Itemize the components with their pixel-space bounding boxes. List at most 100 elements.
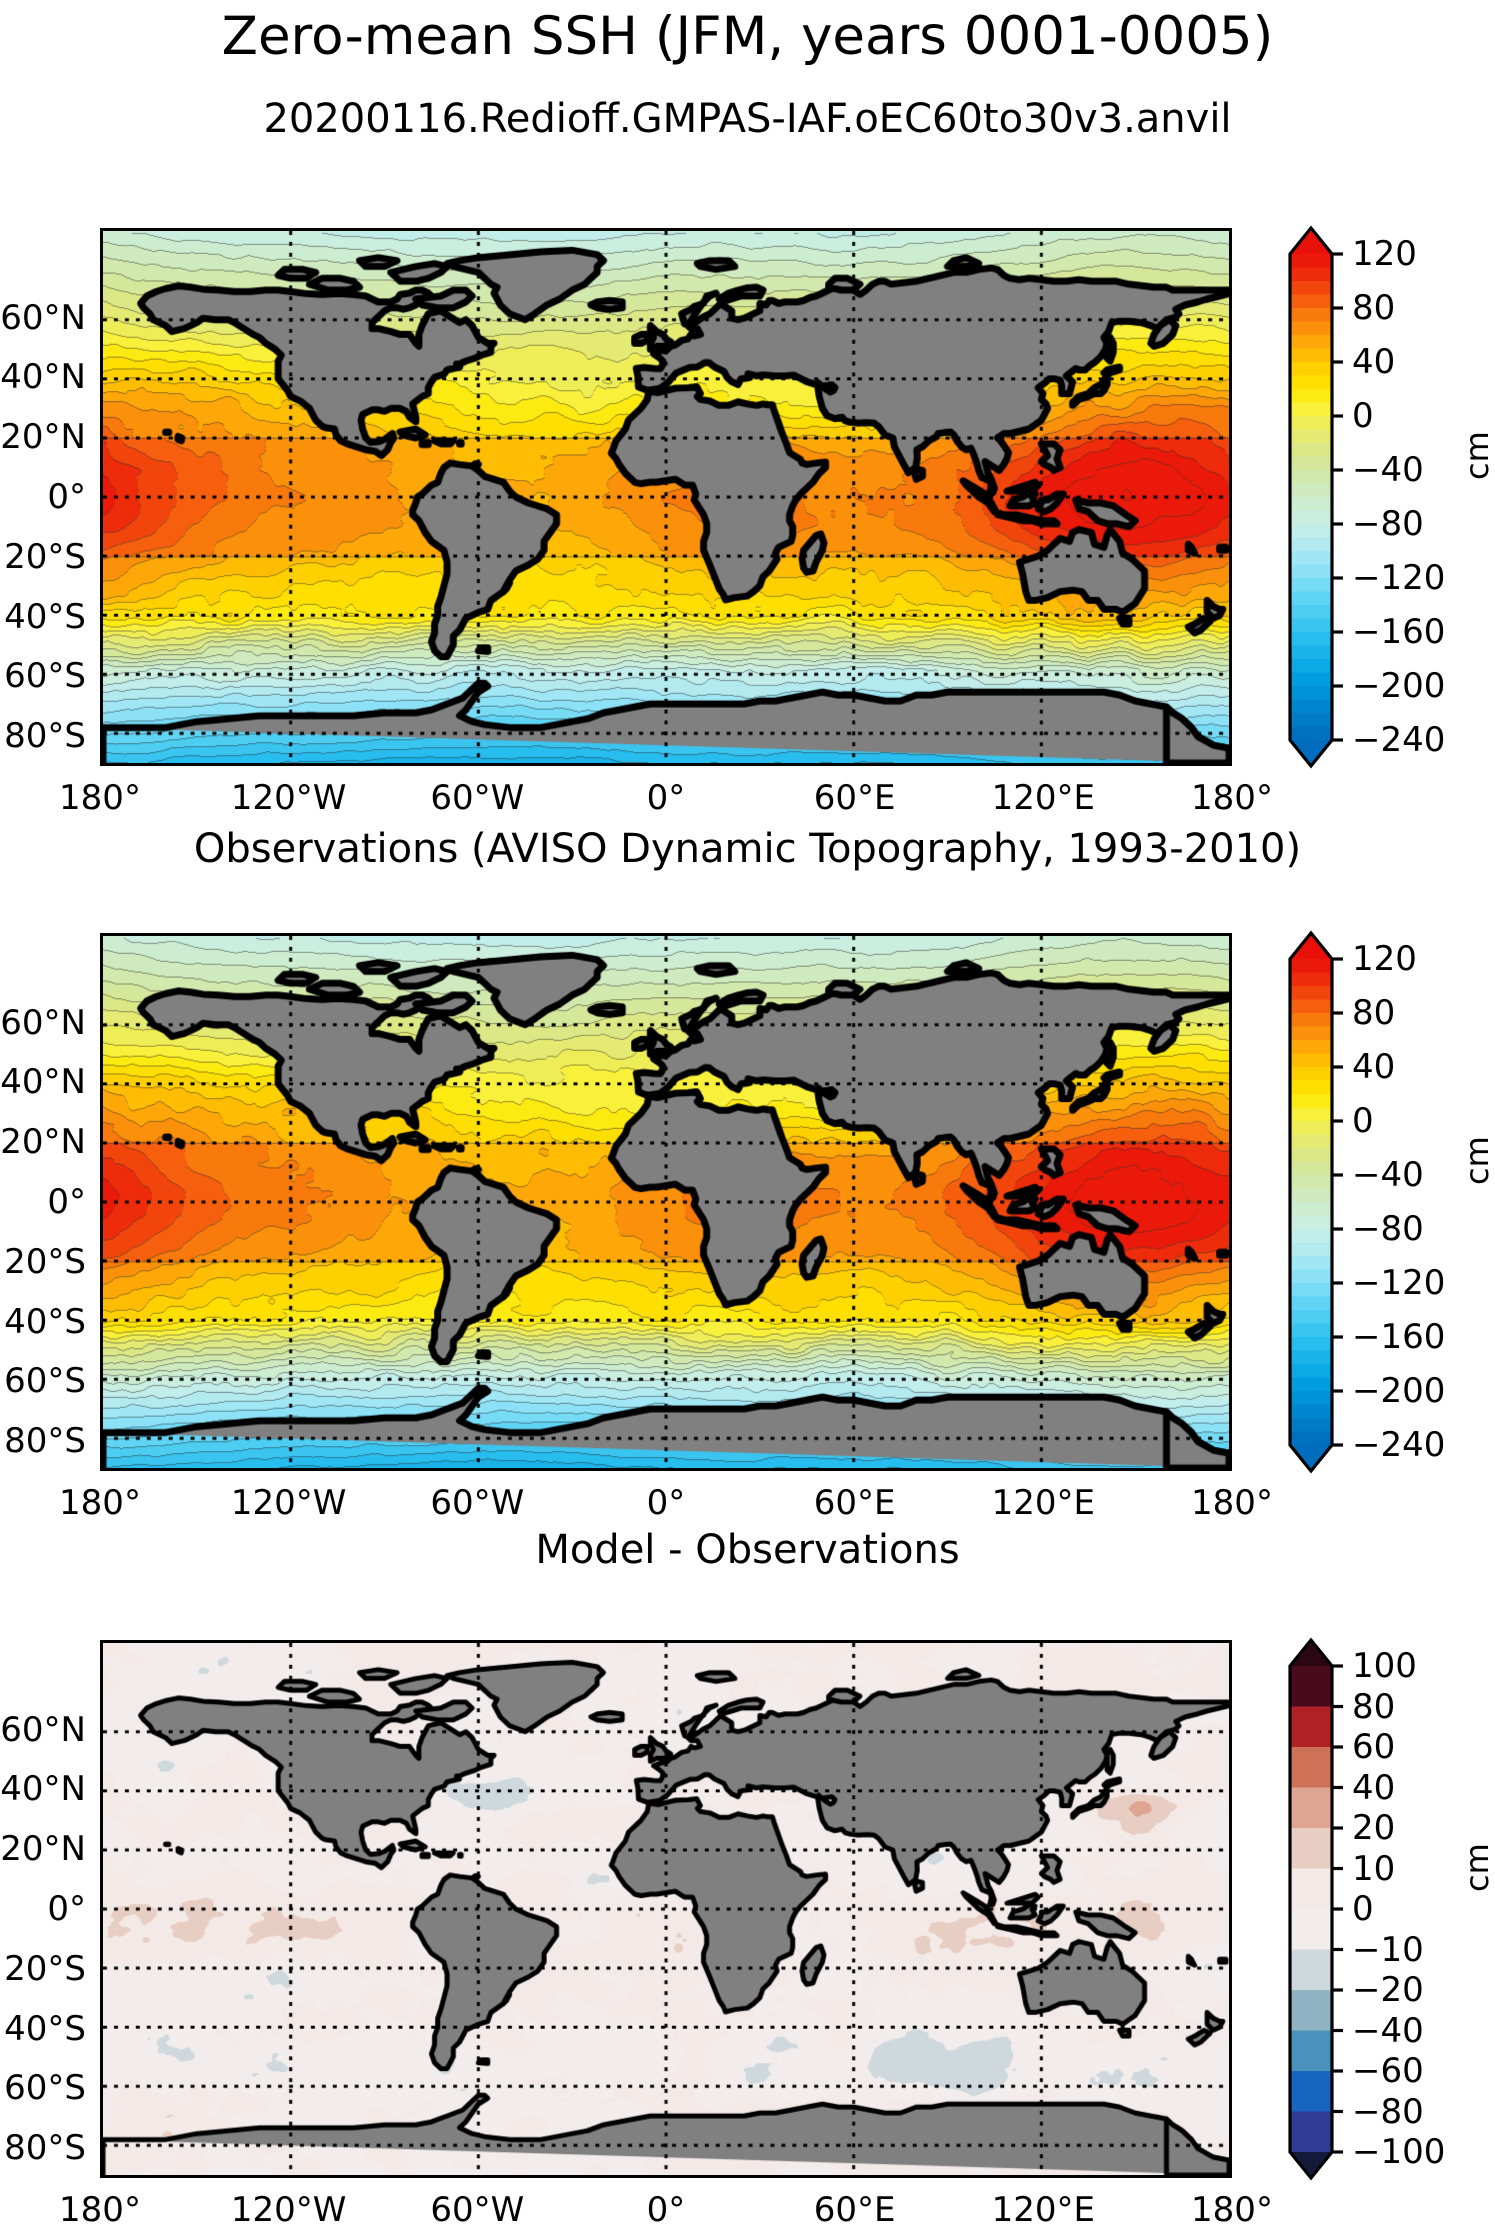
y-tick-label: 20°S [4, 1948, 86, 1989]
panel-observations [100, 933, 1232, 1471]
y-tick-label: 80°S [4, 716, 86, 757]
x-tick-label: 60°W [430, 1483, 525, 1523]
x-tick-label: 60°W [430, 778, 525, 818]
panel-difference-axes [100, 1640, 1232, 2178]
colorbar-tick-label: −80 [1352, 1209, 1424, 1249]
x-tick-label: 120°W [230, 2190, 347, 2230]
colorbar-tick-label: 80 [1352, 288, 1396, 328]
y-tick-label: 20°S [4, 1241, 86, 1282]
colorbar-observations [1288, 930, 1343, 1474]
map-canvas-observations [103, 936, 1229, 1468]
colorbar-tick-label: 60 [1352, 1727, 1396, 1767]
x-tick-label: 60°E [813, 778, 896, 818]
y-tick-label: 0° [47, 1889, 86, 1929]
x-tick-label: 120°E [991, 1483, 1096, 1523]
y-tick-label: 60°S [4, 1361, 86, 1402]
colorbar-tick-label: −200 [1352, 1371, 1446, 1411]
y-tick-label: 20°N [0, 1122, 86, 1163]
colorbar-tick-label: −20 [1352, 1970, 1424, 2010]
x-tick-label: 0° [646, 778, 686, 818]
y-tick-label: 40°N [0, 1769, 86, 1810]
x-tick-label: 0° [646, 2190, 686, 2230]
colorbar-tick-label: −100 [1352, 2132, 1446, 2172]
x-tick-label: 180° [59, 2190, 141, 2230]
y-tick-label: 60°N [0, 1002, 86, 1043]
y-tick-label: 80°S [4, 2128, 86, 2169]
x-tick-label: 180° [59, 778, 141, 818]
colorbar-tick-label: 0 [1352, 1889, 1374, 1929]
colorbar-difference [1288, 1637, 1343, 2181]
panel-title-observations: Observations (AVISO Dynamic Topography, … [193, 826, 1302, 872]
colorbar-model [1288, 225, 1343, 769]
x-tick-label: 120°E [991, 2190, 1096, 2230]
y-tick-label: 40°N [0, 1062, 86, 1103]
colorbar-tick-label: −240 [1352, 1425, 1446, 1465]
y-tick-label: 20°N [0, 1829, 86, 1870]
colorbar-observations-unit: cm [1458, 1136, 1495, 1185]
colorbar-tick-label: −60 [1352, 2051, 1424, 2091]
colorbar-tick-label: 10 [1352, 1848, 1396, 1889]
y-tick-label: 40°N [0, 357, 86, 398]
y-tick-label: 20°N [0, 417, 86, 458]
panel-title-model: 20200116.Redioff.GMPAS-IAF.oEC60to30v3.a… [263, 96, 1232, 142]
y-tick-label: 60°N [0, 297, 86, 338]
colorbar-tick-label: 0 [1352, 396, 1374, 436]
colorbar-tick-label: −160 [1352, 612, 1446, 652]
y-tick-label: 20°S [4, 536, 86, 577]
colorbar-tick-label: −120 [1352, 1263, 1446, 1303]
x-tick-label: 120°W [230, 1483, 347, 1523]
colorbar-tick-label: −240 [1352, 720, 1446, 760]
panel-observations-axes [100, 933, 1232, 1471]
colorbar-tick-label: 120 [1352, 234, 1417, 274]
figure-suptitle: Zero-mean SSH (JFM, years 0001-0005) [221, 6, 1274, 67]
colorbar-tick-label: 80 [1352, 1686, 1396, 1727]
colorbar-tick-label: 40 [1352, 342, 1396, 382]
colorbar-tick-label: −40 [1352, 1155, 1424, 1195]
x-tick-label: 0° [646, 1483, 686, 1523]
y-tick-label: 40°S [4, 596, 86, 637]
colorbar-tick-label: −80 [1352, 504, 1424, 544]
x-tick-label: 120°E [991, 778, 1096, 818]
colorbar-tick-label: −200 [1352, 666, 1446, 706]
panel-model-axes [100, 228, 1232, 766]
x-tick-label: 120°W [230, 778, 347, 818]
colorbar-tick-label: −160 [1352, 1317, 1446, 1357]
map-canvas-difference [103, 1643, 1229, 2175]
colorbar-tick-label: 100 [1352, 1646, 1417, 1686]
y-tick-label: 60°N [0, 1709, 86, 1750]
colorbar-tick-label: −40 [1352, 2010, 1424, 2051]
panel-title-difference: Model - Observations [535, 1527, 960, 1573]
colorbar-observations-gradient [1288, 930, 1343, 1474]
colorbar-tick-label: −80 [1352, 2091, 1424, 2132]
colorbar-tick-label: 40 [1352, 1047, 1396, 1087]
colorbar-model-unit: cm [1458, 431, 1495, 480]
y-tick-label: 0° [47, 477, 86, 517]
x-tick-label: 60°E [813, 1483, 896, 1523]
y-tick-label: 0° [47, 1182, 86, 1222]
colorbar-tick-label: 120 [1352, 939, 1417, 979]
x-tick-label: 180° [1191, 778, 1273, 818]
x-tick-label: 180° [1191, 2190, 1273, 2230]
y-tick-label: 40°S [4, 1301, 86, 1342]
y-tick-label: 40°S [4, 2008, 86, 2049]
x-tick-label: 180° [1191, 1483, 1273, 1523]
x-tick-label: 180° [59, 1483, 141, 1523]
y-tick-label: 60°S [4, 2068, 86, 2109]
panel-model [100, 228, 1232, 766]
colorbar-tick-label: 0 [1352, 1101, 1374, 1141]
colorbar-tick-label: 20 [1352, 1808, 1396, 1848]
x-tick-label: 60°E [813, 2190, 896, 2230]
map-canvas-model [103, 231, 1229, 763]
y-tick-label: 80°S [4, 1421, 86, 1462]
y-tick-label: 60°S [4, 656, 86, 697]
x-tick-label: 60°W [430, 2190, 525, 2230]
panel-difference [100, 1640, 1232, 2178]
colorbar-tick-label: −120 [1352, 558, 1446, 598]
colorbar-model-gradient [1288, 225, 1343, 769]
colorbar-tick-label: 40 [1352, 1767, 1396, 1808]
colorbar-tick-label: −40 [1352, 450, 1424, 490]
colorbar-difference-gradient [1288, 1637, 1343, 2181]
colorbar-tick-label: 80 [1352, 993, 1396, 1033]
colorbar-tick-label: −10 [1352, 1929, 1424, 1970]
